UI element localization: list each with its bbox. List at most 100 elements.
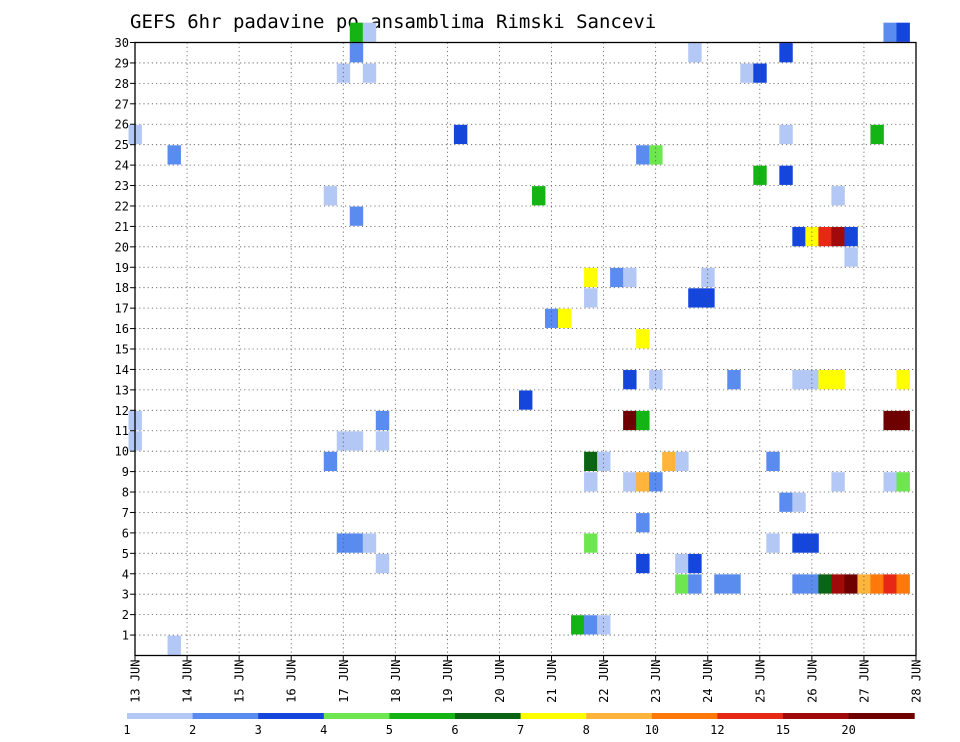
heat-cell-12 xyxy=(453,124,468,145)
y-tick-label-22: 22 xyxy=(115,199,129,213)
heat-cell-24 xyxy=(792,227,806,247)
x-tick-label-11: 24 JUN xyxy=(701,660,715,703)
heat-cell-97 xyxy=(883,574,897,594)
heat-cell-77 xyxy=(362,533,377,553)
x-tick-label-14: 27 JUN xyxy=(857,660,871,703)
heat-cell-33 xyxy=(701,267,715,288)
y-tick-label-17: 17 xyxy=(115,302,129,316)
x-tick-label-15: 28 JUN xyxy=(910,660,924,703)
heat-cell-52 xyxy=(636,410,650,431)
heat-cell-46 xyxy=(831,370,845,390)
chart-title: GEFS 6hr padavine po ansamblima Rimski S… xyxy=(130,11,656,33)
heat-cell-5 xyxy=(688,43,702,63)
y-tick-label-16: 16 xyxy=(115,322,129,336)
heat-cell-19 xyxy=(779,165,793,185)
heat-cell-23 xyxy=(349,206,364,226)
heat-cell-43 xyxy=(792,370,806,390)
heat-cell-80 xyxy=(792,533,806,553)
y-tick-label-27: 27 xyxy=(115,97,129,111)
colorbar-label-1: 1 xyxy=(123,723,130,737)
y-tick-label-11: 11 xyxy=(115,424,129,438)
heat-cell-28 xyxy=(844,227,858,247)
y-tick-label-28: 28 xyxy=(115,77,129,91)
heat-cell-101 xyxy=(597,615,611,635)
heat-cell-59 xyxy=(323,451,338,471)
x-tick-label-12: 25 JUN xyxy=(753,660,767,703)
heat-cell-18 xyxy=(753,165,767,185)
heat-cell-22 xyxy=(831,186,845,206)
heat-cell-94 xyxy=(844,574,858,594)
heat-cell-13 xyxy=(779,124,793,145)
heat-cell-82 xyxy=(375,553,390,574)
heat-cell-78 xyxy=(584,533,598,553)
heat-cell-93 xyxy=(831,574,845,594)
heat-cell-61 xyxy=(597,451,611,471)
colorbar-swatch-9 xyxy=(717,713,784,719)
colorbar-label-7: 7 xyxy=(517,723,524,737)
colorbar: 1 2 3 4 5 6 7 8 10 12 15 20 xyxy=(123,713,915,737)
heat-cell-72 xyxy=(779,492,793,512)
heat-cell-96 xyxy=(870,574,884,594)
heat-cell-0 xyxy=(349,22,364,42)
y-tick-label-23: 23 xyxy=(115,179,129,193)
heat-cell-76 xyxy=(349,533,364,553)
heat-cell-48 xyxy=(518,390,533,410)
x-tick-label-2: 15 JUN xyxy=(233,660,247,703)
y-tick-label-19: 19 xyxy=(115,261,129,275)
y-tick-label-10: 10 xyxy=(115,445,129,459)
x-axis: 13 JUN 14 JUN 15 JUN 16 JUN 17 JUN 18 JUN 19 J… xyxy=(129,655,924,703)
heat-cell-66 xyxy=(623,472,637,492)
heat-cell-60 xyxy=(584,451,598,471)
y-tick-label-9: 9 xyxy=(122,465,129,479)
grid-layer xyxy=(135,42,916,656)
heat-cell-70 xyxy=(883,472,897,492)
heat-cell-40 xyxy=(623,370,637,390)
heat-cell-10 xyxy=(753,63,767,83)
colorbar-swatch-3 xyxy=(323,713,390,719)
x-tick-label-1: 14 JUN xyxy=(181,660,195,703)
colorbar-label-6: 6 xyxy=(451,723,458,737)
x-tick-label-9: 22 JUN xyxy=(597,660,611,703)
colorbar-label-15: 15 xyxy=(776,723,790,737)
heat-cell-3 xyxy=(896,22,910,42)
y-tick-label-6: 6 xyxy=(122,526,129,540)
y-tick-label-29: 29 xyxy=(115,56,129,70)
heat-cell-15 xyxy=(167,145,181,165)
heat-cell-6 xyxy=(779,43,793,63)
colorbar-swatch-1 xyxy=(192,713,259,719)
heat-cell-99 xyxy=(571,615,585,635)
heat-cell-38 xyxy=(558,308,572,328)
heat-cell-1 xyxy=(362,22,377,42)
heat-cell-35 xyxy=(688,288,702,308)
heat-cell-27 xyxy=(831,227,845,247)
heat-cell-63 xyxy=(675,451,689,471)
y-tick-label-20: 20 xyxy=(115,240,129,254)
y-tick-label-12: 12 xyxy=(115,404,129,418)
heat-cell-85 xyxy=(688,553,702,574)
y-tick-label-13: 13 xyxy=(115,383,129,397)
heat-cell-37 xyxy=(545,308,559,328)
heat-cell-65 xyxy=(584,472,598,492)
colorbar-swatch-11 xyxy=(848,713,915,719)
colorbar-label-20: 20 xyxy=(841,723,855,737)
heat-cell-51 xyxy=(623,410,637,431)
heat-cell-68 xyxy=(649,472,663,492)
heat-cell-42 xyxy=(727,370,741,390)
y-tick-label-18: 18 xyxy=(115,281,129,295)
x-tick-label-5: 18 JUN xyxy=(389,660,403,703)
heat-cell-84 xyxy=(675,553,689,574)
heat-cell-100 xyxy=(584,615,598,635)
heat-cell-91 xyxy=(805,574,819,594)
heat-cell-9 xyxy=(740,63,754,83)
heat-cell-92 xyxy=(818,574,832,594)
x-tick-label-4: 17 JUN xyxy=(337,660,351,703)
heat-cell-64 xyxy=(766,451,780,471)
colorbar-label-8: 8 xyxy=(583,723,590,737)
heat-cell-98 xyxy=(896,574,910,594)
colorbar-swatch-0 xyxy=(127,713,194,719)
heat-cell-53 xyxy=(883,410,897,431)
heat-cell-90 xyxy=(792,574,806,594)
heat-cell-8 xyxy=(362,63,377,83)
heat-cell-29 xyxy=(844,247,858,267)
colorbar-label-10: 10 xyxy=(645,723,659,737)
